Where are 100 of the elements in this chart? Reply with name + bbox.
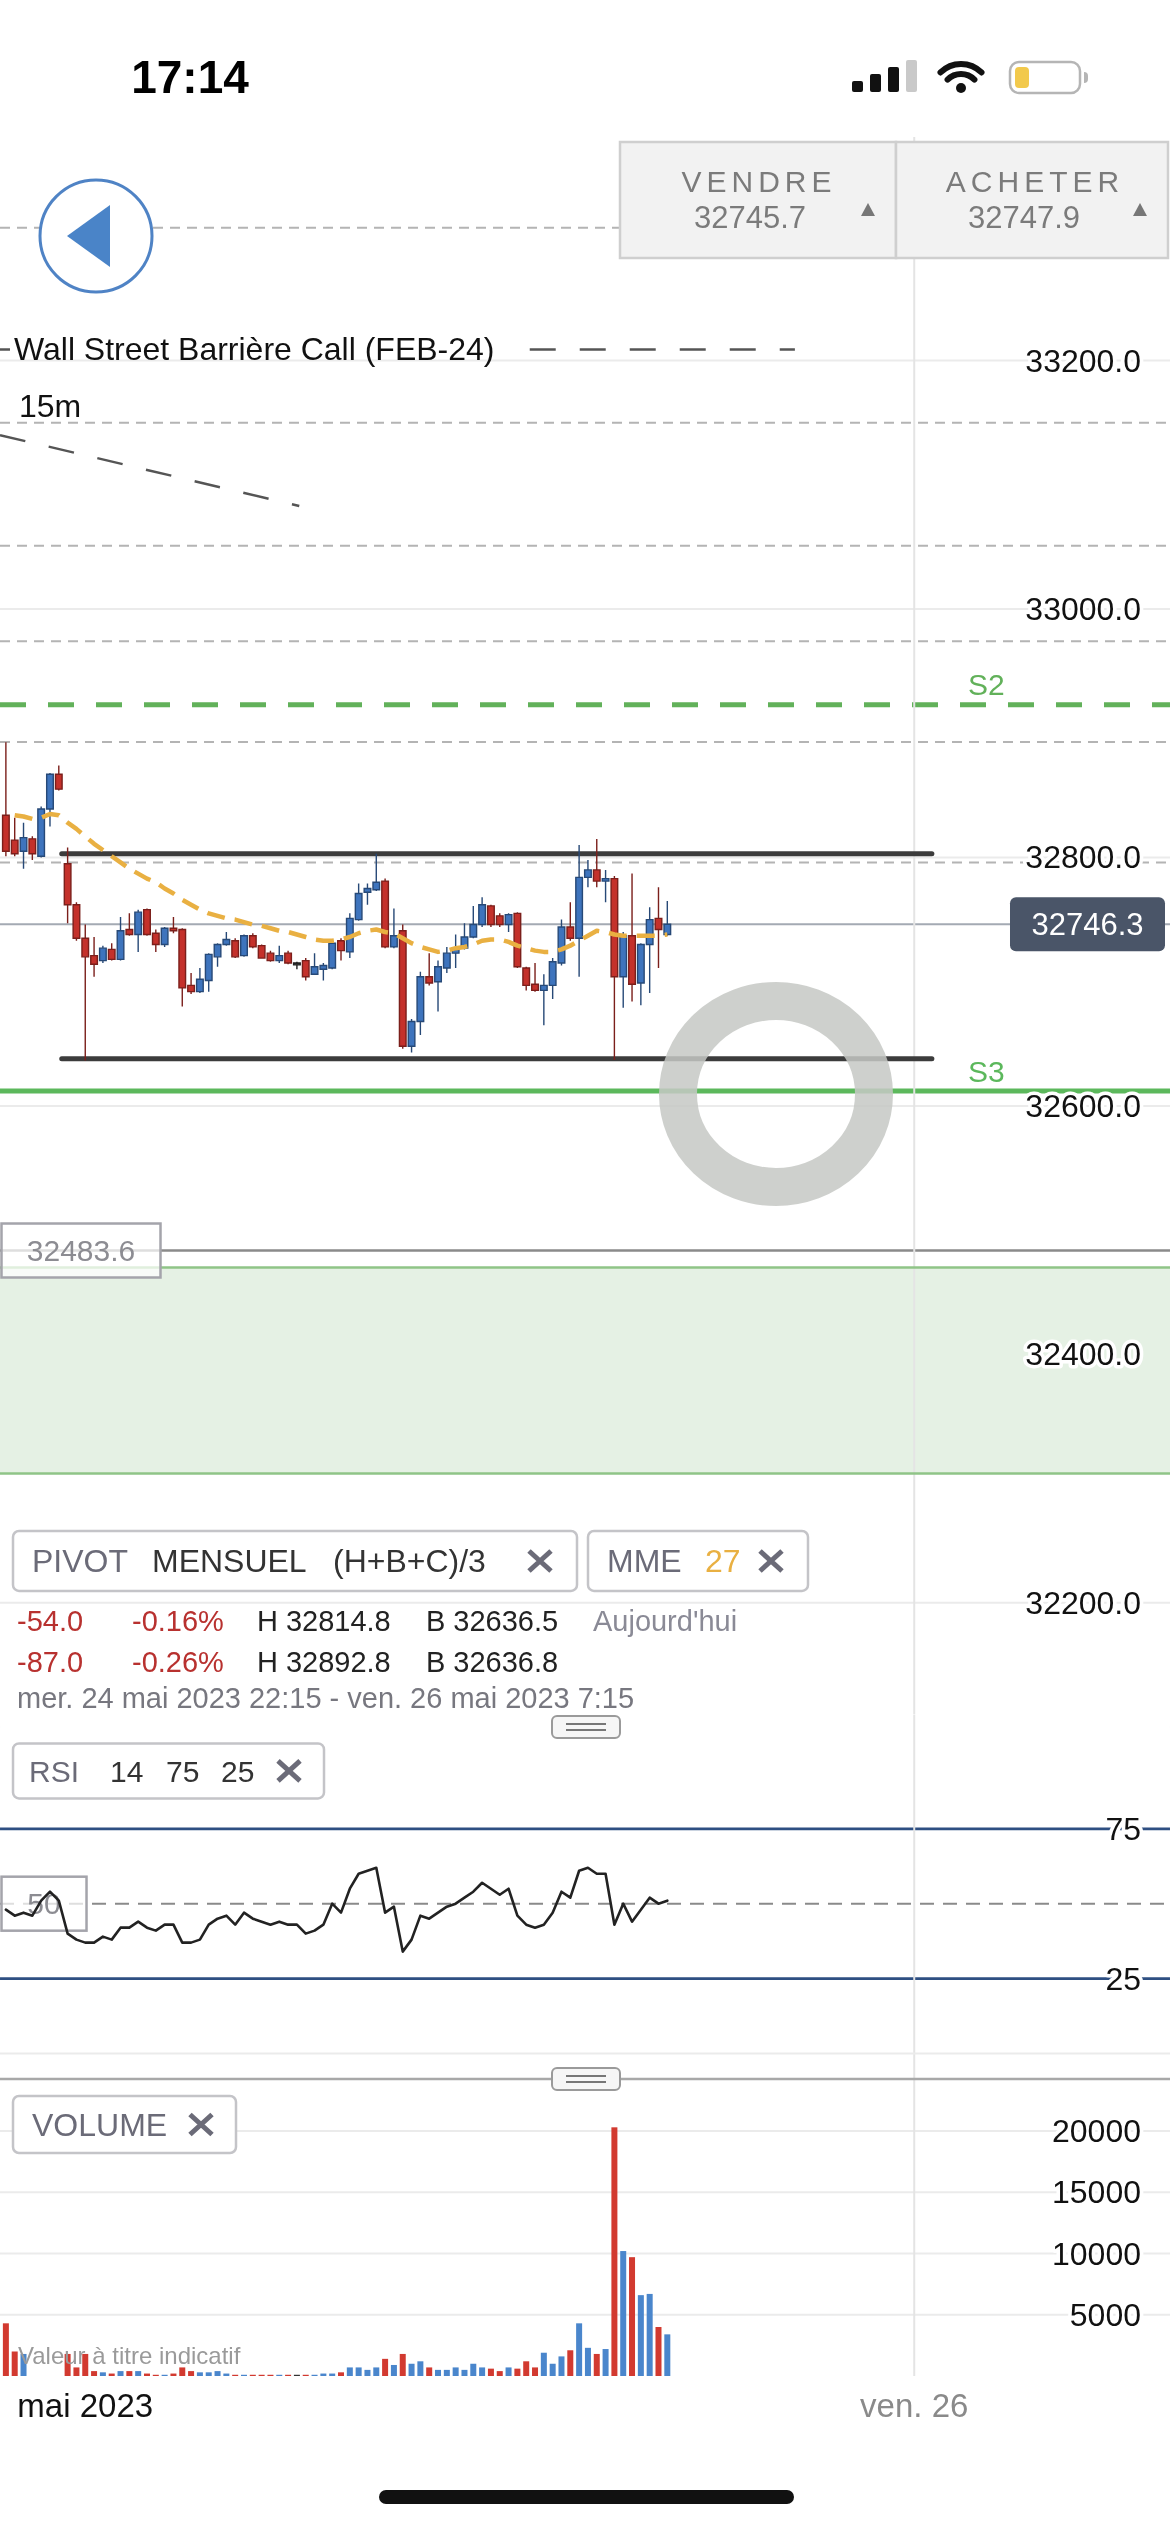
annotation: ACHETER [945, 165, 1125, 199]
bar [558, 2356, 565, 2376]
y-tick-label: 15000 [1052, 2174, 1141, 2211]
bar [364, 2369, 371, 2377]
y-tick-label: 32400.0 [1025, 1336, 1141, 1373]
ref-line-label: 32483.6 [26, 1234, 136, 1268]
bar [611, 2127, 618, 2376]
annotation: -0.16% [132, 1604, 224, 1637]
bar [11, 2351, 18, 2376]
candlestick [301, 957, 310, 982]
bar [470, 2363, 477, 2376]
text: VOLUME [32, 2107, 168, 2143]
bar [523, 2361, 530, 2376]
candlestick [19, 821, 28, 870]
y-tick-label: 32200.0 [1025, 1584, 1141, 1621]
candlestick [566, 901, 575, 942]
bar [346, 2367, 353, 2376]
bar [487, 2368, 494, 2376]
bar [461, 2369, 468, 2377]
annotation: VENDRE [681, 165, 837, 199]
ref-line-label: 32746.3 [1031, 906, 1144, 942]
bar [646, 2293, 653, 2376]
bar [664, 2334, 671, 2376]
bar [196, 2372, 203, 2376]
annotation: PIVOT [32, 1542, 128, 1579]
legend-title: MME [607, 1542, 682, 1579]
ref-line-label: S3 [968, 1054, 1005, 1088]
candlestick [160, 926, 169, 948]
bar [188, 2371, 195, 2376]
ref-line-label: S2 [968, 668, 1005, 702]
annotation: MENSUEL [152, 1542, 307, 1579]
bar [205, 2372, 212, 2376]
y-tick-label: 20000 [1052, 2113, 1141, 2149]
candlestick [125, 912, 134, 937]
bar [179, 2367, 186, 2376]
bar [2, 2323, 9, 2376]
candlestick [337, 937, 346, 962]
bar [629, 2257, 636, 2376]
annotation: -54.0 [17, 1604, 84, 1637]
bar [567, 2350, 574, 2376]
y-tick-label: 32800.0 [1025, 839, 1141, 876]
annotation: H 32814.8 [257, 1604, 391, 1637]
text: 27 [705, 1542, 741, 1579]
annotation: 32745.7 [693, 200, 807, 236]
bar [399, 2353, 406, 2376]
bar [91, 2371, 98, 2376]
y-tick-label: 10000 [1052, 2235, 1141, 2272]
candlestick [663, 900, 672, 937]
bar [602, 2349, 609, 2376]
candlestick [284, 949, 293, 966]
bar [514, 2368, 521, 2376]
annotation: H 32892.8 [257, 1645, 391, 1678]
bar [620, 2251, 627, 2376]
candlestick [610, 875, 619, 1061]
candlestick [134, 908, 143, 953]
annotation: 14 [110, 1754, 144, 1788]
x-tick-label: mai 2023 [17, 2386, 154, 2424]
bar [637, 2295, 644, 2376]
annotation: Aujourd'hui [593, 1604, 738, 1637]
candlestick [601, 869, 610, 903]
text: 15m [19, 388, 82, 424]
bar [426, 2367, 433, 2376]
text: RSI [29, 1754, 79, 1788]
bar [435, 2369, 442, 2377]
candlestick [231, 937, 240, 959]
bar [549, 2363, 556, 2376]
y-tick-label: 33200.0 [1025, 342, 1141, 379]
bar [479, 2367, 486, 2376]
line-series [4, 1866, 669, 1953]
annotation: B 32636.5 [426, 1604, 559, 1637]
candlestick [292, 961, 301, 970]
bar [584, 2347, 591, 2376]
bar [496, 2371, 503, 2376]
candlestick [398, 923, 407, 1050]
bar [540, 2352, 547, 2377]
candlestick [240, 933, 248, 958]
annotation: mer. 24 mai 2023 22:15 - ven. 26 mai 2023 7:15 [17, 1681, 635, 1714]
candlestick [619, 931, 628, 1009]
annotation: 25 [221, 1754, 255, 1788]
candlestick [116, 916, 125, 962]
text: 17:14 [131, 51, 250, 103]
candlestick [107, 942, 116, 962]
annotation: -87.0 [17, 1645, 84, 1678]
bar [452, 2367, 459, 2376]
bar [443, 2369, 450, 2377]
annotation: B 32636.8 [426, 1645, 559, 1678]
annotation: 32747.9 [967, 200, 1081, 236]
bar [117, 2371, 124, 2376]
bar [382, 2358, 389, 2376]
candlestick [628, 872, 637, 1003]
candlestick [504, 912, 513, 933]
bar [576, 2323, 583, 2376]
candlestick [28, 835, 37, 861]
y-tick-label: 5000 [1069, 2296, 1141, 2333]
bar [135, 2371, 142, 2376]
candlestick [389, 907, 398, 949]
bar [99, 2372, 106, 2376]
bar [505, 2367, 512, 2376]
annotation: (H+B+C)/3 [333, 1542, 486, 1579]
bar [655, 2327, 662, 2376]
